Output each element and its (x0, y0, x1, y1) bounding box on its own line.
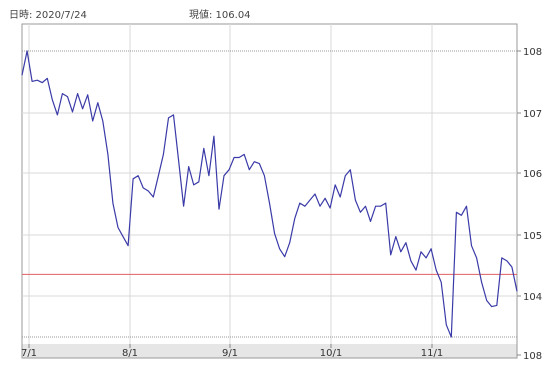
y-tick-label: 105 (523, 231, 542, 242)
y-tick-label: 108 (523, 351, 542, 362)
x-axis-ticks: 7/1 8/1 9/1 10/1 11/1 (21, 344, 443, 359)
x-tick-label: 10/1 (320, 348, 342, 359)
reference-lines (22, 50, 517, 338)
x-tick-label: 11/1 (421, 348, 443, 359)
x-tick-label: 8/1 (122, 348, 138, 359)
x-tick-label: 7/1 (21, 348, 37, 359)
y-tick-label: 107 (523, 109, 542, 120)
plot-area (21, 23, 518, 359)
x-axis-band (22, 344, 517, 358)
x-tick-label: 9/1 (222, 348, 238, 359)
grid-lines (22, 24, 517, 344)
y-axis-ticks: 108 107 106 105 104 108 (517, 47, 542, 362)
current-value-label: 現値: 106.04 (189, 10, 251, 21)
y-tick-label: 104 (523, 292, 542, 303)
series-group (21, 50, 518, 338)
y-tick-label: 106 (523, 169, 542, 180)
date-label: 日時: 2020/7/24 (9, 10, 87, 21)
price-series-line (21, 50, 518, 338)
y-tick-label: 108 (523, 47, 542, 58)
